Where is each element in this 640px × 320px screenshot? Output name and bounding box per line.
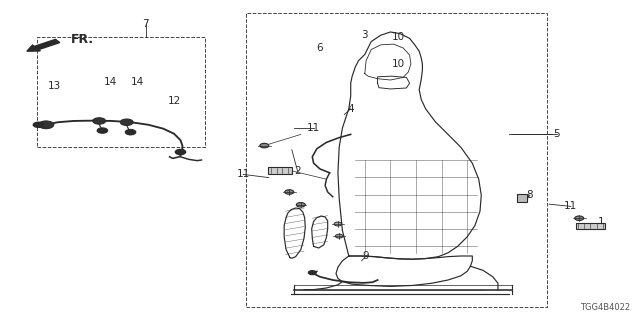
Text: 1: 1 [598, 217, 605, 228]
Circle shape [334, 222, 342, 226]
Circle shape [97, 128, 108, 133]
Circle shape [120, 119, 133, 125]
Text: FR.: FR. [70, 33, 93, 45]
Text: 3: 3 [362, 30, 368, 40]
Text: 12: 12 [168, 96, 180, 106]
Circle shape [285, 190, 294, 194]
Text: 10: 10 [392, 32, 405, 42]
Text: 8: 8 [527, 190, 533, 200]
Circle shape [125, 130, 136, 135]
Text: 2: 2 [294, 166, 301, 176]
Text: 6: 6 [317, 43, 323, 53]
Circle shape [575, 216, 584, 220]
Text: 11: 11 [237, 169, 250, 180]
Circle shape [296, 203, 305, 207]
Text: 11: 11 [564, 201, 577, 212]
Text: 7: 7 [143, 19, 149, 29]
Text: 4: 4 [348, 104, 354, 114]
Circle shape [260, 143, 269, 148]
Text: 13: 13 [48, 81, 61, 92]
Bar [576, 223, 605, 229]
Circle shape [308, 271, 316, 275]
Text: 14: 14 [131, 76, 144, 87]
Bar [517, 194, 527, 202]
FancyArrow shape [27, 39, 60, 51]
Bar [268, 167, 292, 174]
Circle shape [335, 234, 343, 238]
Circle shape [93, 118, 106, 124]
Text: TGG4B4022: TGG4B4022 [580, 303, 630, 312]
Text: 14: 14 [104, 76, 116, 87]
Text: 9: 9 [363, 251, 369, 261]
Circle shape [175, 149, 186, 155]
Circle shape [38, 121, 54, 129]
Text: 11: 11 [307, 123, 320, 133]
Text: 5: 5 [554, 129, 560, 140]
Text: 10: 10 [392, 59, 405, 69]
Circle shape [33, 122, 44, 127]
